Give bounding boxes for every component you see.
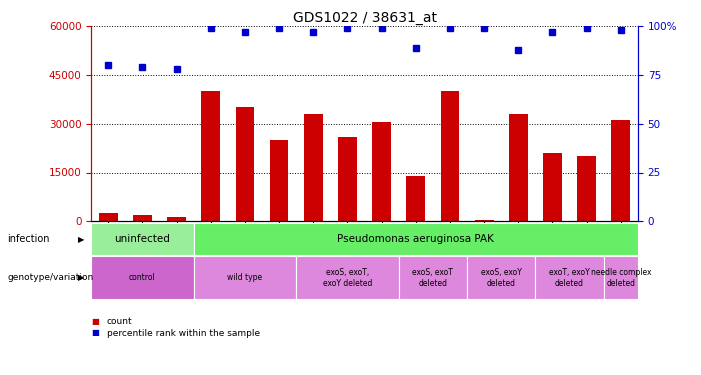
Text: needle complex
deleted: needle complex deleted [590,268,651,288]
Bar [270,140,289,221]
Text: control: control [129,273,156,282]
Bar [201,91,220,221]
Bar [475,220,494,221]
Text: Pseudomonas aeruginosa PAK: Pseudomonas aeruginosa PAK [337,234,494,244]
Title: GDS1022 / 38631_at: GDS1022 / 38631_at [292,11,437,25]
Text: exoT, exoY
deleted: exoT, exoY deleted [549,268,590,288]
Text: exoS, exoT,
exoY deleted: exoS, exoT, exoY deleted [322,268,372,288]
Text: wild type: wild type [227,273,262,282]
Bar [577,156,596,221]
Bar [509,114,528,221]
Text: ■: ■ [91,328,99,338]
Bar [372,122,391,221]
Bar [338,137,357,221]
Bar [133,215,152,221]
Text: ■: ■ [91,317,99,326]
Text: exoS, exoT
deleted: exoS, exoT deleted [412,268,454,288]
Bar [167,217,186,221]
Bar [611,120,630,221]
Text: ▶: ▶ [78,235,84,244]
Text: infection: infection [7,234,50,244]
Text: uninfected: uninfected [114,234,170,244]
Bar [543,153,562,221]
Bar [440,91,459,221]
Bar [407,176,426,221]
Bar [236,108,254,221]
Text: ▶: ▶ [78,273,84,282]
Text: genotype/variation: genotype/variation [7,273,93,282]
Bar [99,213,118,221]
Text: percentile rank within the sample: percentile rank within the sample [107,328,259,338]
Text: exoS, exoY
deleted: exoS, exoY deleted [481,268,522,288]
Bar [304,114,322,221]
Text: count: count [107,317,132,326]
